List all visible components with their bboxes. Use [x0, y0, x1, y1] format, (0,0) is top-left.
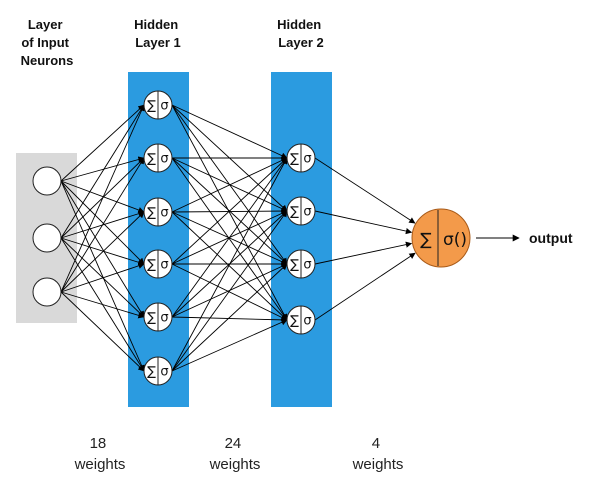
- connection-edge: [60, 180, 145, 372]
- sigma-icon: σ: [160, 99, 168, 114]
- output-neuron-circle: [411, 208, 471, 268]
- hidden-layer-2-neuron: ∑ σ: [286, 143, 316, 173]
- input-layer-title: Layer of Input Neurons: [21, 17, 74, 68]
- hidden-layer-2-band: [271, 72, 332, 407]
- output-neuron: ∑ σ(): [411, 208, 471, 268]
- hidden-layer-2-neuron: ∑ σ: [286, 305, 316, 335]
- connection-edge: [60, 180, 145, 265]
- sum-icon: ∑: [290, 205, 299, 220]
- hidden-layer-2-neuron: ∑ σ: [286, 196, 316, 226]
- sum-icon: ∑: [147, 206, 156, 221]
- connection-edge: [314, 210, 413, 235]
- hidden-layer-1-title: Hidden Layer 1: [134, 17, 182, 50]
- connection-edge: [171, 210, 288, 372]
- connection-edge: [60, 262, 145, 293]
- connection-edge: [171, 157, 288, 212]
- connection-edge: [60, 237, 145, 318]
- connection-edge: [60, 180, 145, 213]
- sigma-icon: σ: [160, 311, 168, 326]
- input-nodes: [32, 166, 62, 307]
- sum-icon: ∑: [290, 152, 299, 167]
- connection-edge: [171, 263, 288, 321]
- sigma-icon: σ: [160, 258, 168, 273]
- hidden-layer-2-title-line: Hidden: [277, 17, 321, 32]
- connection-edge: [171, 316, 288, 324]
- sum-icon: ∑: [147, 365, 156, 380]
- sum-icon: ∑: [147, 99, 156, 114]
- connection-edge: [314, 241, 413, 265]
- hidden-layer-1-nodes: ∑ σ∑ σ∑ σ∑ σ∑ σ∑ σ: [143, 90, 173, 386]
- edges-hidden2-to-output: [314, 157, 416, 321]
- weights-count: 18: [90, 435, 107, 452]
- weights-count: 24: [225, 435, 242, 452]
- weights-word: weights: [74, 456, 126, 473]
- connection-edge: [171, 319, 288, 372]
- sum-icon: ∑: [147, 258, 156, 273]
- output-label: output: [529, 230, 573, 246]
- hidden-layer-1-neuron: ∑ σ: [143, 197, 173, 227]
- sum-icon: ∑: [147, 311, 156, 326]
- connection-edge: [60, 104, 145, 293]
- input-neuron: [32, 277, 62, 307]
- connection-edge: [314, 252, 416, 321]
- hidden-layer-2-nodes: ∑ σ∑ σ∑ σ∑ σ: [286, 143, 316, 335]
- sigma-icon: σ: [303, 205, 311, 220]
- weights-word: weights: [209, 456, 261, 473]
- input-layer-title-line: Layer: [28, 17, 63, 32]
- input-neuron: [32, 166, 62, 196]
- connection-edge: [171, 104, 288, 321]
- hidden-layer-2-neuron: ∑ σ: [286, 249, 316, 279]
- sigma-icon: σ: [160, 365, 168, 380]
- sum-icon: ∑: [290, 258, 299, 273]
- hidden-layer-1-band: [128, 72, 189, 407]
- sigma-icon: σ: [303, 258, 311, 273]
- hidden-layer-1-neuron: ∑ σ: [143, 356, 173, 386]
- connection-edge: [171, 157, 288, 372]
- hidden-layer-1-neuron: ∑ σ: [143, 302, 173, 332]
- connection-edge: [60, 180, 145, 318]
- hidden-layer-2-title-line: Layer 2: [278, 35, 324, 50]
- hidden-layer-1-neuron: ∑ σ: [143, 90, 173, 120]
- connection-edge: [60, 237, 145, 266]
- connection-edge: [171, 157, 288, 318]
- hidden-layer-1-neuron: ∑ σ: [143, 249, 173, 279]
- sigma-icon: σ: [303, 152, 311, 167]
- edges-input-to-hidden1: [60, 104, 145, 372]
- sigma-icon: σ: [160, 206, 168, 221]
- weights-label-3: 4 weights: [352, 435, 404, 473]
- connection-edge: [171, 211, 288, 321]
- input-neuron: [32, 223, 62, 253]
- connection-edge: [60, 104, 145, 239]
- input-layer-title-line: of Input: [21, 35, 69, 50]
- weights-word: weights: [352, 456, 404, 473]
- connection-edge: [171, 263, 288, 372]
- connection-edge: [60, 104, 145, 182]
- weights-label-1: 18 weights: [74, 435, 126, 473]
- sum-icon: ∑: [420, 230, 432, 250]
- sum-icon: ∑: [147, 152, 156, 167]
- connection-edge: [171, 104, 288, 159]
- connection-edge: [60, 156, 145, 182]
- connection-edge: [171, 157, 288, 321]
- hidden-layer-1-title-line: Layer 1: [135, 35, 181, 50]
- connection-edge: [60, 157, 145, 293]
- sigma-icon: σ: [303, 314, 311, 329]
- weights-count: 4: [372, 435, 380, 452]
- connection-edge: [171, 157, 288, 213]
- edges-hidden1-to-hidden2: [171, 104, 288, 372]
- sigma-icon: σ: [160, 152, 168, 167]
- sigmoid-function-icon: σ(): [443, 230, 467, 250]
- input-layer-title-line: Neurons: [21, 53, 74, 68]
- connection-edge: [60, 291, 145, 319]
- hidden-layer-1-title-line: Hidden: [134, 17, 178, 32]
- connection-edge: [314, 157, 416, 224]
- sum-icon: ∑: [290, 314, 299, 329]
- hidden-layer-1-neuron: ∑ σ: [143, 143, 173, 173]
- connection-edge: [171, 157, 288, 265]
- connection-edge: [60, 211, 145, 293]
- weights-label-2: 24 weights: [209, 435, 261, 473]
- connection-edge: [60, 291, 145, 372]
- hidden-layer-2-title: Hidden Layer 2: [277, 17, 325, 50]
